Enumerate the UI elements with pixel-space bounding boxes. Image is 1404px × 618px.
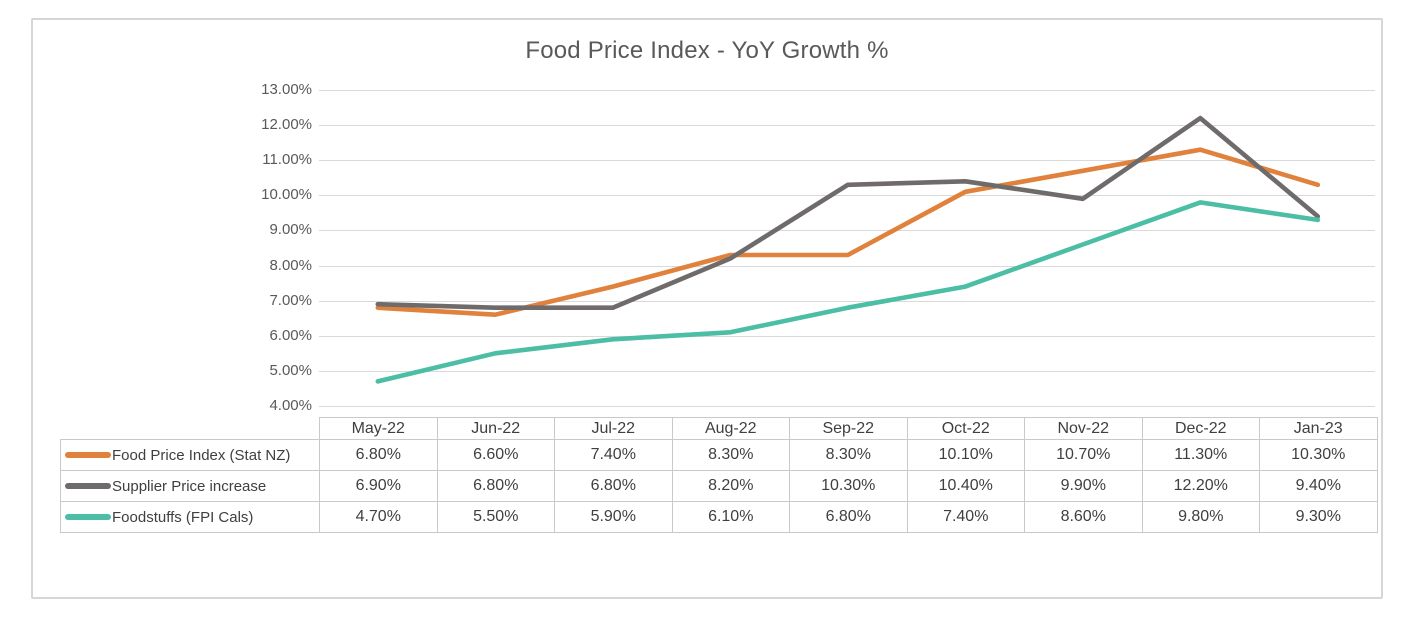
y-axis-tick-label: 9.00% <box>269 221 312 239</box>
series-lines <box>375 115 1321 384</box>
series-label-cell: Foodstuffs (FPI Cals) <box>60 501 320 533</box>
legend-swatch <box>65 483 111 489</box>
table-value-cell: 6.10% <box>671 501 790 533</box>
table-value-cell: 8.60% <box>1024 501 1143 533</box>
series-name: Supplier Price increase <box>112 477 267 495</box>
series-name: Food Price Index (Stat NZ) <box>112 446 291 464</box>
table-value-cell: 7.40% <box>554 439 673 471</box>
chart-card: Food Price Index - YoY Growth % 4.00% 5.0… <box>31 18 1383 599</box>
y-axis-tick-label: 8.00% <box>269 256 312 274</box>
table-value-cell: 6.80% <box>789 501 908 533</box>
table-value-cell: 12.20% <box>1141 470 1260 502</box>
table-value-cell: 5.90% <box>554 501 673 533</box>
table-value-cell: 10.70% <box>1024 439 1143 471</box>
series-label-cell: Food Price Index (Stat NZ) <box>60 439 320 471</box>
table-header-cell: Nov-22 <box>1024 417 1143 440</box>
y-axis-labels: 4.00% 5.00% 6.00% 7.00% 8.00% 9.00% 10.00% 11.0… <box>33 20 312 601</box>
table-value-cell: 6.60% <box>436 439 555 471</box>
table-header-cell: Sep-22 <box>789 417 908 440</box>
table-header-cell: May-22 <box>319 417 438 440</box>
table-value-cell: 6.80% <box>436 470 555 502</box>
table-value-cell: 9.30% <box>1259 501 1378 533</box>
table-header-cell: Dec-22 <box>1141 417 1260 440</box>
table-value-cell: 8.30% <box>789 439 908 471</box>
y-axis-tick-label: 10.00% <box>261 186 312 204</box>
table-value-cell: 6.90% <box>319 470 438 502</box>
series-line <box>375 115 1321 311</box>
series-line <box>375 147 1321 318</box>
table-value-cell: 5.50% <box>436 501 555 533</box>
table-row: Food Price Index (Stat NZ) 6.80% 6.60% 7.40… <box>60 439 1378 471</box>
table-row: Foodstuffs (FPI Cals) 4.70% 5.50% 5.90% 6.10… <box>60 501 1378 533</box>
table-value-cell: 10.40% <box>906 470 1025 502</box>
line-chart <box>319 90 1375 407</box>
table-corner-cell <box>61 418 320 440</box>
table-value-cell: 4.70% <box>319 501 438 533</box>
y-axis-tick-label: 4.00% <box>269 397 312 414</box>
table-header-row: May-22 Jun-22 Jul-22 Aug-22 Sep-22 Oct-22 Nov-… <box>61 417 1378 440</box>
table-header-cell: Jun-22 <box>436 417 555 440</box>
table-value-cell: 9.40% <box>1259 470 1378 502</box>
series-name: Foodstuffs (FPI Cals) <box>112 508 254 526</box>
table-value-cell: 8.30% <box>671 439 790 471</box>
table-value-cell: 11.30% <box>1141 439 1260 471</box>
y-axis-tick-label: 6.00% <box>269 326 312 344</box>
table-value-cell: 8.20% <box>671 470 790 502</box>
chart-title: Food Price Index - YoY Growth % <box>525 37 889 64</box>
table-value-cell: 6.80% <box>319 439 438 471</box>
table-header-cell: Oct-22 <box>906 417 1025 440</box>
table-header-cell: Aug-22 <box>671 417 790 440</box>
series-line <box>375 200 1321 384</box>
y-axis-tick-label: 5.00% <box>269 361 312 379</box>
y-axis-tick-label: 11.00% <box>262 151 312 169</box>
series-label-cell: Supplier Price increase <box>60 470 320 502</box>
y-axis-tick-label: 12.00% <box>261 116 312 134</box>
table-value-cell: 9.80% <box>1141 501 1260 533</box>
table-value-cell: 10.30% <box>789 470 908 502</box>
table-value-cell: 10.10% <box>906 439 1025 471</box>
table-header-cell: Jul-22 <box>554 417 673 440</box>
table-header-cell: Jan-23 <box>1259 417 1378 440</box>
legend-swatch <box>65 514 111 520</box>
table-value-cell: 10.30% <box>1259 439 1378 471</box>
y-axis-tick-label: 13.00% <box>261 81 312 98</box>
chart-data-table: May-22 Jun-22 Jul-22 Aug-22 Sep-22 Oct-22 Nov-… <box>60 417 1378 533</box>
table-row: Supplier Price increase 6.90% 6.80% 6.80% 8.… <box>60 470 1378 502</box>
gridlines <box>319 90 1375 407</box>
legend-swatch <box>65 452 111 458</box>
table-value-cell: 6.80% <box>554 470 673 502</box>
table-value-cell: 9.90% <box>1024 470 1143 502</box>
y-axis-tick-label: 7.00% <box>269 291 312 309</box>
table-value-cell: 7.40% <box>906 501 1025 533</box>
